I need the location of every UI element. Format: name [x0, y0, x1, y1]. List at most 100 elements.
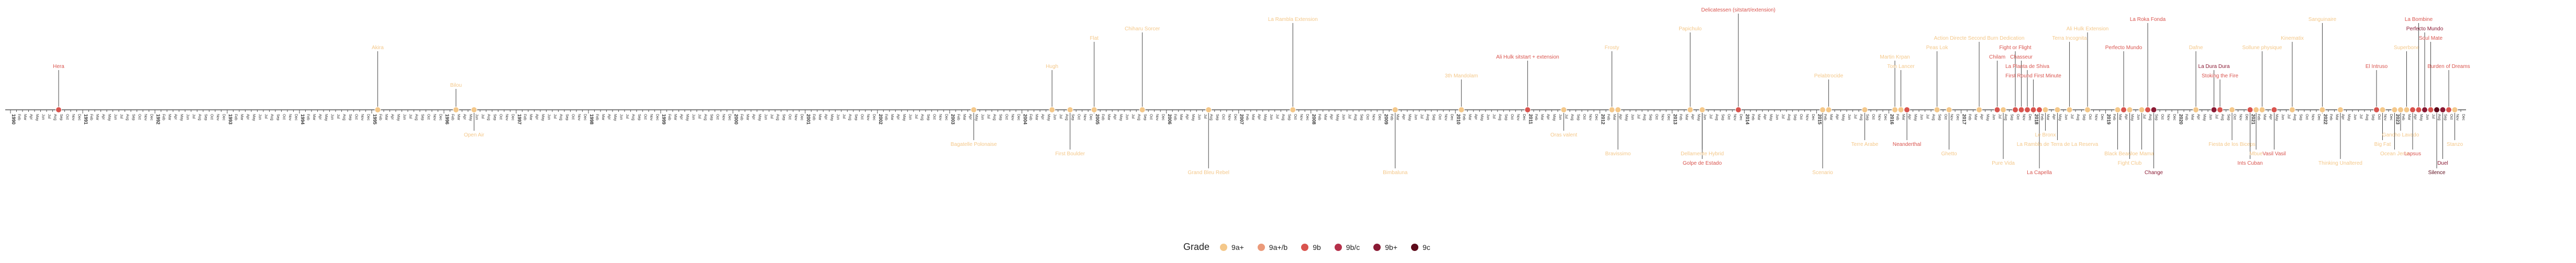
month-tick-label: Feb — [1679, 114, 1682, 120]
month-tick-label: Aug — [1137, 114, 1140, 121]
month-tick-label: Mar — [240, 114, 243, 121]
month-tick-label: Sep — [1938, 114, 1941, 121]
month-tick-label: Jul — [192, 114, 195, 119]
event-marker — [1458, 107, 1465, 113]
legend-item: 9c — [1411, 243, 1430, 251]
event-label: Stoking the Fire — [2202, 73, 2238, 79]
year-tick-label: 1993 — [228, 114, 233, 124]
month-tick-label: Apr — [679, 114, 683, 120]
event-label: Silence — [2428, 170, 2446, 176]
event-label: Neanderthal — [1893, 142, 1921, 147]
month-tick-label: Feb — [2401, 114, 2405, 120]
month-tick-label: Feb — [2257, 114, 2260, 120]
month-tick-label: Oct — [1655, 114, 1658, 120]
legend-swatch — [1257, 243, 1265, 251]
month-tick-label: Feb — [1028, 114, 1032, 120]
event-label: Vasil Vasil — [2262, 151, 2286, 157]
month-tick-label: Apr — [1185, 114, 1189, 120]
month-tick-label: Apr — [2269, 114, 2272, 120]
event-label: Papichulo — [1679, 26, 1702, 32]
month-tick-label: Oct — [1871, 114, 1875, 120]
month-tick-label: Sep — [493, 114, 496, 121]
month-tick-label: Apr — [1835, 114, 1839, 120]
event-marker — [2066, 107, 2073, 113]
year-tick-label: 2009 — [1384, 114, 1389, 124]
month-tick-label: Oct — [282, 114, 285, 120]
month-tick-label: Nov — [505, 114, 508, 121]
month-tick-label: Aug — [2365, 114, 2369, 121]
month-tick-label: Feb — [812, 114, 815, 120]
month-tick-label: Aug — [1715, 114, 1718, 121]
month-tick-label: Nov — [1300, 114, 1303, 121]
event-marker — [2247, 107, 2253, 113]
event-marker — [2193, 107, 2200, 113]
month-tick-label: Mar — [312, 114, 316, 121]
month-tick-label: Dec — [1522, 114, 1526, 121]
month-tick-label: May — [1191, 114, 1195, 121]
month-tick-label: Oct — [65, 114, 69, 120]
month-tick-label: Sep — [854, 114, 858, 121]
month-tick-label: Sep — [565, 114, 569, 121]
month-tick-label: Mar — [2335, 114, 2339, 121]
month-tick-label: Oct — [1004, 114, 1008, 120]
event-label: Fight or Flight — [2000, 45, 2031, 51]
month-tick-label: Aug — [1642, 114, 1646, 121]
legend-swatch — [1220, 243, 1228, 251]
year-tick-label: 2017 — [1962, 114, 1967, 124]
month-tick-label: Apr — [318, 114, 321, 120]
event-marker — [1290, 107, 1296, 113]
month-tick-label: Mar — [2118, 114, 2122, 121]
month-tick-label: Apr — [2196, 114, 2200, 120]
event-marker — [2120, 107, 2127, 113]
month-tick-label: Nov — [2311, 114, 2315, 121]
month-tick-label: Jul — [770, 114, 773, 119]
month-tick-label: May — [2203, 114, 2206, 121]
month-tick-label: Aug — [2004, 114, 2007, 121]
month-tick-label: Nov — [1733, 114, 1737, 121]
event-label: Big Fat — [2374, 142, 2391, 147]
month-tick-label: Mar — [1107, 114, 1111, 121]
legend-item: 9a+/b — [1257, 243, 1287, 251]
event-marker — [1825, 107, 1832, 113]
month-tick-label: Apr — [1546, 114, 1550, 120]
month-tick-label: Jul — [1203, 114, 1207, 119]
month-tick-label: Mar — [2046, 114, 2050, 121]
event-marker — [2229, 107, 2236, 113]
month-tick-label: Mar — [457, 114, 460, 121]
month-tick-label: Dec — [872, 114, 875, 121]
month-tick-label: Dec — [77, 114, 81, 121]
month-tick-label: Nov — [794, 114, 797, 121]
month-tick-label: Sep — [2444, 114, 2447, 121]
event-marker — [2084, 107, 2091, 113]
month-tick-label: May — [1408, 114, 1412, 121]
month-tick-label: Aug — [197, 114, 201, 121]
event-label: Joe Mama — [2129, 151, 2154, 157]
legend-item: 9b/c — [1334, 243, 1360, 251]
year-tick-label: 2010 — [1456, 114, 1461, 124]
month-tick-label: Apr — [535, 114, 538, 120]
year-tick-label: 1995 — [372, 114, 377, 124]
month-tick-label: Feb — [1823, 114, 1827, 120]
month-tick-label: Mar — [529, 114, 532, 121]
legend-swatch — [1301, 243, 1309, 251]
month-tick-label: May — [685, 114, 689, 121]
month-tick-label: Feb — [1968, 114, 1971, 120]
event-label: Hera — [53, 64, 64, 70]
event-label: Action Directe Second Burn Dedication — [1934, 36, 2025, 41]
month-tick-label: Feb — [523, 114, 526, 120]
month-tick-label: Mar — [2407, 114, 2411, 121]
month-tick-label: Dec — [1811, 114, 1815, 121]
event-marker — [2114, 107, 2121, 113]
event-marker — [374, 107, 381, 113]
year-tick-label: 2019 — [2106, 114, 2112, 124]
month-tick-label: Feb — [1173, 114, 1176, 120]
month-tick-label: May — [1986, 114, 1990, 121]
month-tick-label: Nov — [1083, 114, 1086, 121]
month-tick-label: Jun — [1414, 114, 1417, 120]
event-marker — [2054, 107, 2061, 113]
event-label: Ocean Jerre — [2380, 151, 2409, 157]
legend-label: 9c — [1423, 243, 1430, 251]
event-marker — [1819, 107, 1826, 113]
month-tick-label: Mar — [890, 114, 894, 121]
month-tick-label: Jul — [842, 114, 846, 119]
